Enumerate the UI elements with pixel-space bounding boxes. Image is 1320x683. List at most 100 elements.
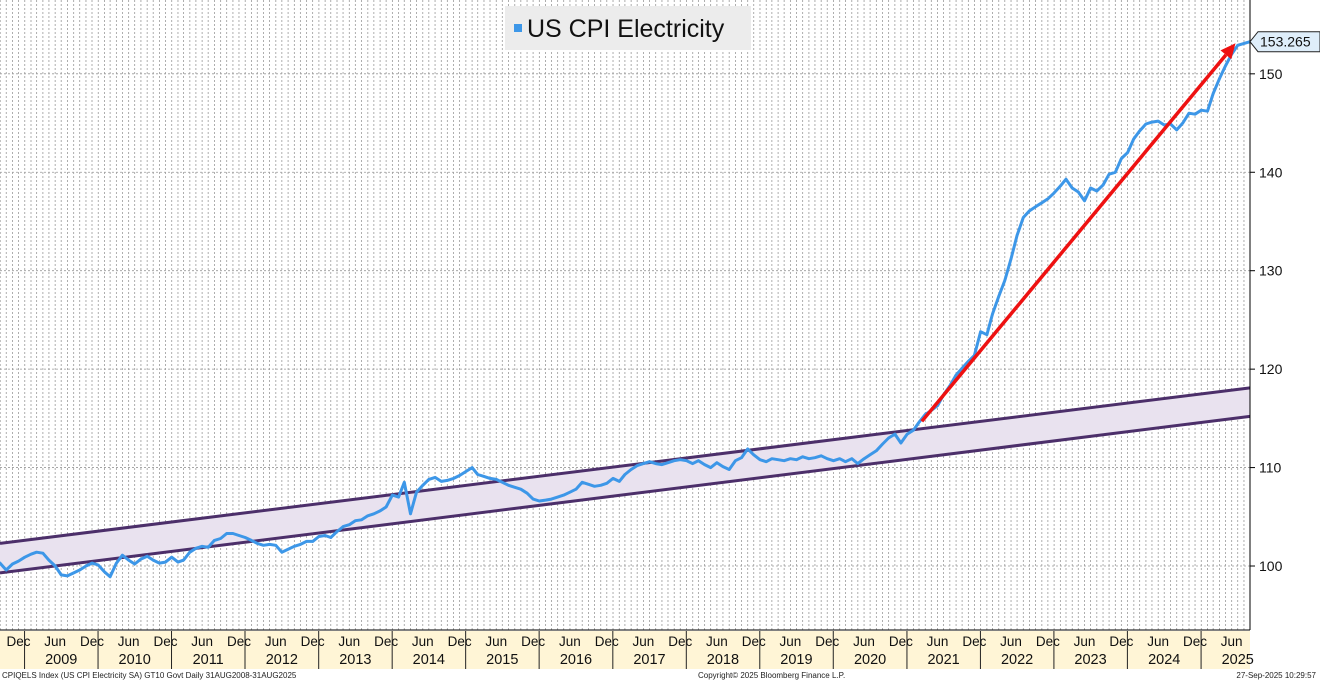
data-point [1132, 137, 1136, 140]
last-value-marker: 153.265 [1249, 31, 1320, 53]
data-point [5, 568, 8, 572]
data-point [366, 514, 369, 517]
data-point [409, 512, 412, 515]
data-point [1095, 189, 1099, 193]
x-tick-label: Dec [668, 634, 692, 649]
data-point [115, 561, 118, 565]
data-point [654, 462, 657, 465]
data-point [850, 457, 853, 460]
data-point [1175, 128, 1178, 132]
data-point [875, 449, 878, 452]
x-year-label: 2022 [1001, 652, 1033, 668]
data-point [250, 539, 253, 542]
x-tick-label: Dec [595, 634, 619, 649]
data-point [838, 457, 841, 460]
channel-fill [0, 387, 1250, 573]
data-point [679, 458, 682, 461]
data-point [1015, 234, 1019, 237]
data-point [862, 457, 866, 460]
x-year-label: 2023 [1074, 652, 1106, 668]
data-point [103, 570, 106, 574]
data-point [826, 457, 829, 460]
data-point [776, 458, 780, 461]
x-year-label: 2016 [560, 652, 592, 668]
last-value-tag [1249, 31, 1320, 53]
arrow-shaft [920, 53, 1228, 423]
data-point [691, 462, 694, 465]
data-point [636, 464, 639, 467]
data-point [384, 505, 388, 509]
data-point [1083, 199, 1086, 202]
data-point [274, 544, 277, 547]
data-point [84, 564, 88, 568]
x-tick-label: Dec [80, 634, 104, 649]
data-point [488, 477, 492, 480]
data-point [54, 564, 57, 568]
data-point [593, 485, 596, 488]
data-point [427, 478, 430, 481]
x-tick-label: Dec [374, 634, 398, 649]
data-point [231, 532, 235, 535]
y-tick-label: 110 [1259, 460, 1282, 476]
x-tick-label: Dec [153, 634, 177, 649]
y-tick-label: 140 [1259, 164, 1283, 180]
data-point [60, 573, 63, 577]
data-point [317, 535, 321, 538]
data-point [127, 558, 130, 562]
data-point [868, 453, 872, 456]
x-tick-label: Dec [448, 634, 472, 649]
data-point [856, 462, 859, 465]
data-point [299, 543, 302, 546]
data-point [507, 484, 510, 487]
data-point [17, 559, 20, 563]
data-point [194, 547, 198, 550]
x-year-label: 2011 [193, 652, 224, 668]
data-point [599, 484, 602, 487]
x-tick-label: Jun [559, 634, 581, 649]
data-point [268, 543, 271, 546]
data-point [207, 546, 210, 549]
data-point [728, 468, 731, 471]
last-value-label: 153.265 [1260, 34, 1311, 50]
x-tick-label: Jun [1000, 634, 1022, 649]
data-point [415, 491, 418, 494]
data-point [66, 574, 69, 578]
y-axis-ticks: 100 110 120 130 140 150 [1250, 66, 1283, 574]
data-point [476, 473, 479, 476]
arrow-head [1220, 43, 1236, 60]
y-tick-label: 120 [1259, 361, 1283, 377]
data-point [1071, 186, 1074, 190]
channel-upper-line [0, 386, 1251, 545]
data-point [715, 461, 719, 464]
data-point [746, 447, 749, 451]
data-point [562, 493, 565, 497]
x-tick-label: Dec [815, 634, 839, 649]
data-point [97, 563, 100, 567]
x-year-label: 2012 [266, 652, 298, 668]
data-point [832, 459, 835, 462]
x-tick-label: Dec [227, 634, 251, 649]
data-point [752, 453, 755, 456]
y-tick-label: 130 [1259, 263, 1283, 279]
data-point [495, 478, 498, 481]
data-point [1009, 257, 1013, 261]
data-point [887, 436, 890, 440]
data-point [844, 460, 847, 463]
data-point [544, 498, 547, 502]
data-point [41, 552, 45, 555]
data-point [538, 499, 541, 503]
x-tick-label: Jun [191, 634, 213, 649]
data-point [176, 560, 180, 564]
footer-timestamp: 27-Sep-2025 10:29:57 [1236, 671, 1316, 680]
data-point [513, 486, 516, 489]
data-point [960, 367, 964, 370]
data-point [642, 462, 645, 465]
data-point [721, 465, 725, 468]
x-tick-label: Jun [853, 634, 875, 649]
footer-source: CPIQELS Index (US CPI Electricity SA) GT… [2, 671, 297, 680]
data-point [568, 491, 572, 494]
data-point [164, 560, 167, 564]
data-point [734, 459, 737, 462]
legend-swatch [514, 24, 522, 32]
x-tick-label: Jun [118, 634, 140, 649]
